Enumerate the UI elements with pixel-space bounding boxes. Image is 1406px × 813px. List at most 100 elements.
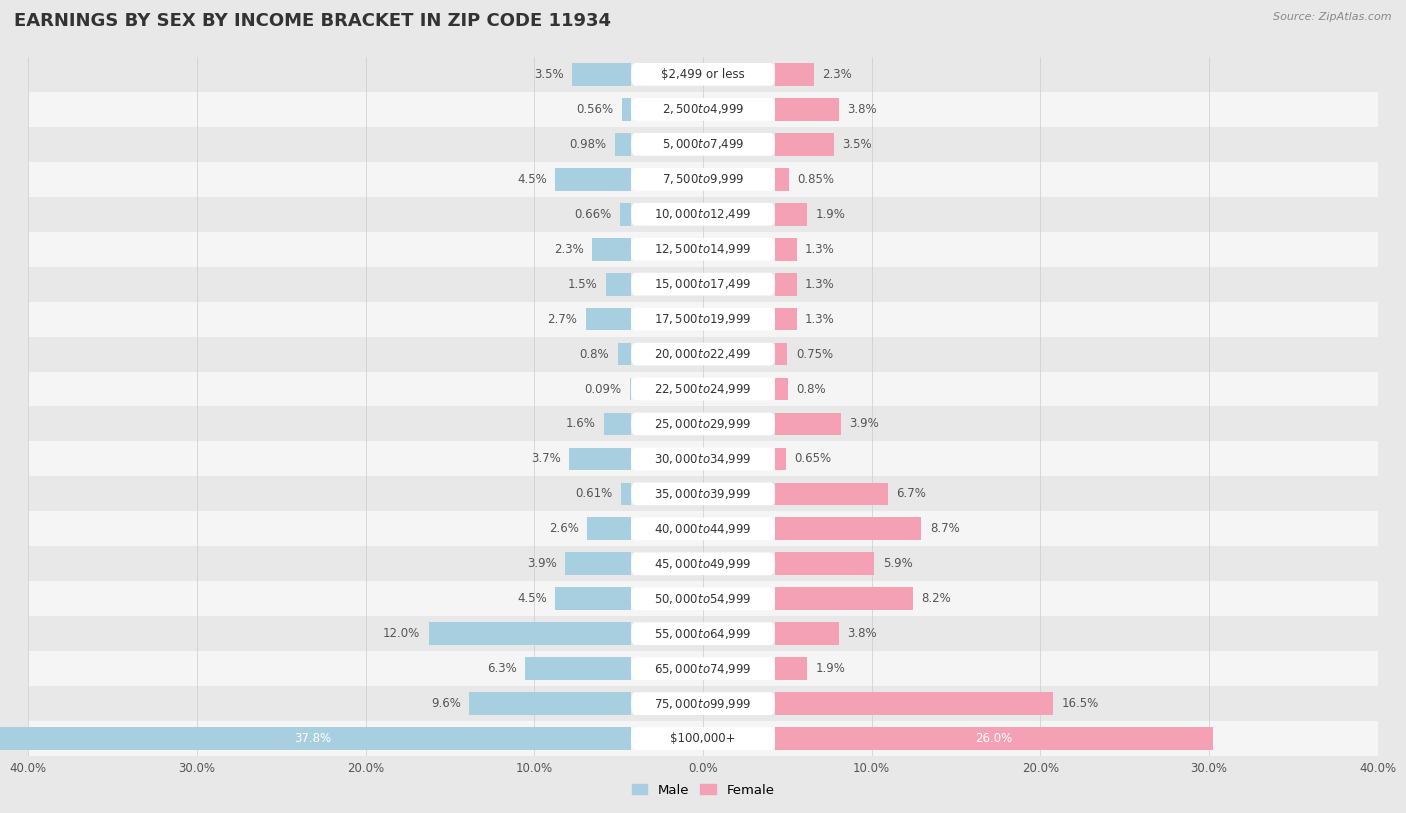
FancyBboxPatch shape: [631, 553, 775, 575]
Bar: [588, 518, 631, 540]
Text: $5,000 to $7,499: $5,000 to $7,499: [662, 137, 744, 151]
Text: 1.6%: 1.6%: [567, 418, 596, 430]
Text: 8.7%: 8.7%: [929, 523, 960, 535]
Bar: [28, 57, 1378, 92]
Bar: [775, 343, 787, 365]
Text: $100,000+: $100,000+: [671, 733, 735, 745]
Bar: [586, 308, 631, 330]
Text: 3.5%: 3.5%: [842, 138, 872, 150]
Text: 1.5%: 1.5%: [568, 278, 598, 290]
Text: EARNINGS BY SEX BY INCOME BRACKET IN ZIP CODE 11934: EARNINGS BY SEX BY INCOME BRACKET IN ZIP…: [14, 12, 612, 30]
FancyBboxPatch shape: [631, 378, 775, 400]
Text: $40,000 to $44,999: $40,000 to $44,999: [654, 522, 752, 536]
Text: Source: ZipAtlas.com: Source: ZipAtlas.com: [1274, 12, 1392, 22]
Bar: [555, 588, 631, 610]
Bar: [775, 308, 797, 330]
Legend: Male, Female: Male, Female: [626, 778, 780, 802]
Text: 0.66%: 0.66%: [575, 208, 612, 220]
Text: 0.56%: 0.56%: [576, 103, 613, 115]
Text: 3.9%: 3.9%: [849, 418, 879, 430]
Bar: [555, 168, 631, 190]
Bar: [775, 693, 1053, 715]
Text: 1.3%: 1.3%: [806, 243, 835, 255]
Bar: [621, 483, 631, 505]
Text: $2,500 to $4,999: $2,500 to $4,999: [662, 102, 744, 116]
Text: $10,000 to $12,499: $10,000 to $12,499: [654, 207, 752, 221]
Text: 6.3%: 6.3%: [486, 663, 516, 675]
Bar: [775, 588, 912, 610]
Text: $2,499 or less: $2,499 or less: [661, 68, 745, 80]
Bar: [775, 203, 807, 225]
Bar: [28, 651, 1378, 686]
Text: $55,000 to $64,999: $55,000 to $64,999: [654, 627, 752, 641]
Text: 16.5%: 16.5%: [1062, 698, 1098, 710]
FancyBboxPatch shape: [631, 273, 775, 295]
Bar: [775, 728, 1213, 750]
Text: 0.85%: 0.85%: [797, 173, 835, 185]
Bar: [28, 686, 1378, 721]
Bar: [775, 378, 789, 400]
FancyBboxPatch shape: [631, 588, 775, 610]
Text: 0.61%: 0.61%: [575, 488, 613, 500]
Bar: [565, 553, 631, 575]
Bar: [630, 378, 631, 400]
FancyBboxPatch shape: [631, 168, 775, 190]
FancyBboxPatch shape: [631, 518, 775, 540]
Bar: [775, 448, 786, 470]
FancyBboxPatch shape: [631, 728, 775, 750]
Text: 0.09%: 0.09%: [585, 383, 621, 395]
Text: 3.9%: 3.9%: [527, 558, 557, 570]
Text: 0.8%: 0.8%: [797, 383, 827, 395]
Text: 2.6%: 2.6%: [550, 523, 579, 535]
Text: 12.0%: 12.0%: [384, 628, 420, 640]
FancyBboxPatch shape: [631, 133, 775, 155]
Bar: [524, 658, 631, 680]
Text: 26.0%: 26.0%: [976, 733, 1012, 745]
Text: $25,000 to $29,999: $25,000 to $29,999: [654, 417, 752, 431]
Bar: [620, 203, 631, 225]
Text: $7,500 to $9,999: $7,500 to $9,999: [662, 172, 744, 186]
Text: $20,000 to $22,499: $20,000 to $22,499: [654, 347, 752, 361]
Bar: [470, 693, 631, 715]
Bar: [606, 273, 631, 295]
FancyBboxPatch shape: [631, 693, 775, 715]
Bar: [28, 302, 1378, 337]
Bar: [28, 162, 1378, 197]
Text: $15,000 to $17,499: $15,000 to $17,499: [654, 277, 752, 291]
Text: 0.8%: 0.8%: [579, 348, 609, 360]
FancyBboxPatch shape: [631, 448, 775, 470]
Text: 9.6%: 9.6%: [432, 698, 461, 710]
Text: $30,000 to $34,999: $30,000 to $34,999: [654, 452, 752, 466]
Bar: [28, 372, 1378, 406]
Text: 8.2%: 8.2%: [921, 593, 952, 605]
Bar: [775, 63, 814, 85]
Bar: [775, 623, 839, 645]
Bar: [28, 267, 1378, 302]
Bar: [429, 623, 631, 645]
Bar: [0, 728, 631, 750]
Bar: [775, 518, 921, 540]
Bar: [775, 553, 875, 575]
Bar: [775, 133, 834, 155]
Bar: [28, 721, 1378, 756]
Bar: [775, 98, 839, 120]
Text: $35,000 to $39,999: $35,000 to $39,999: [654, 487, 752, 501]
Bar: [28, 441, 1378, 476]
FancyBboxPatch shape: [631, 308, 775, 330]
Text: 5.9%: 5.9%: [883, 558, 912, 570]
Bar: [592, 238, 631, 260]
FancyBboxPatch shape: [631, 98, 775, 120]
FancyBboxPatch shape: [631, 203, 775, 225]
Text: 2.7%: 2.7%: [547, 313, 578, 325]
Bar: [28, 127, 1378, 162]
Bar: [775, 658, 807, 680]
Bar: [28, 337, 1378, 372]
Bar: [614, 133, 631, 155]
Text: $75,000 to $99,999: $75,000 to $99,999: [654, 697, 752, 711]
Bar: [28, 232, 1378, 267]
Text: 3.8%: 3.8%: [848, 103, 877, 115]
FancyBboxPatch shape: [631, 483, 775, 505]
Text: $22,500 to $24,999: $22,500 to $24,999: [654, 382, 752, 396]
Text: 3.8%: 3.8%: [848, 628, 877, 640]
Text: 1.9%: 1.9%: [815, 663, 845, 675]
